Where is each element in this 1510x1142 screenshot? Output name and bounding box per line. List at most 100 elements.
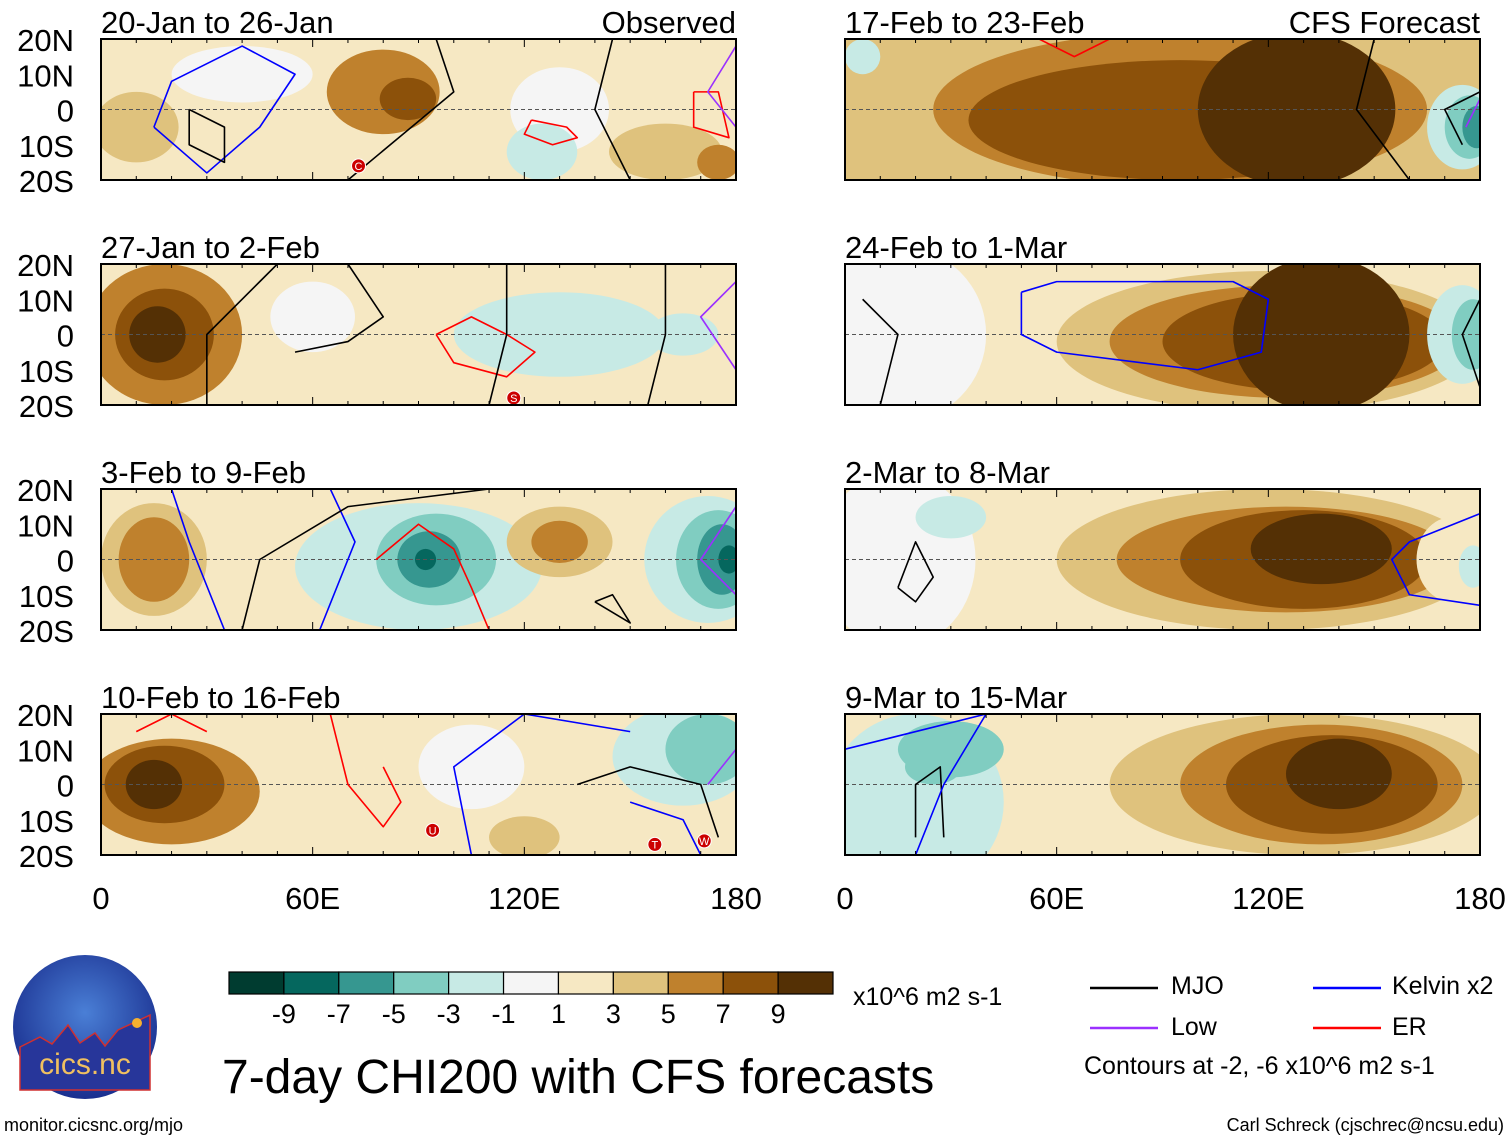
colorbar-swatch: [228, 971, 285, 995]
y-tick-label: 10S: [19, 804, 74, 839]
anomaly-fill-positive: [697, 144, 736, 180]
x-tick-label: 180: [1454, 881, 1506, 916]
anomaly-fill-positive: [418, 724, 525, 810]
colorbar-tick-label: 5: [661, 999, 676, 1029]
legend-low-label: Low: [1171, 1013, 1217, 1041]
mjo-contour: [1443, 91, 1480, 146]
mjo-contour: [188, 108, 226, 164]
anomaly-fill-positive: [379, 77, 437, 121]
er-contour: [135, 714, 208, 733]
kelvin-contour: [452, 714, 631, 855]
x-tick-label: 60E: [1029, 881, 1084, 916]
mjo-contour: [647, 264, 667, 405]
y-tick-label: 10N: [17, 508, 74, 543]
logo-sun: [132, 1018, 142, 1028]
mjo-contour: [576, 766, 720, 838]
legend-mjo-label: MJO: [1171, 972, 1224, 1000]
colorbar-swatch: [393, 971, 450, 995]
y-tick-label: 0: [57, 94, 74, 129]
er-contour: [1038, 39, 1110, 58]
panel-fields: [845, 714, 1480, 855]
kelvin-contour: [170, 489, 226, 630]
y-tick-label: 20S: [19, 389, 74, 424]
panel-fields: C: [101, 39, 736, 180]
logo-text: cics.nc: [39, 1048, 131, 1081]
storm-marker-label: W: [699, 836, 710, 848]
x-tick-label: 180: [710, 881, 762, 916]
anomaly-fill-negative: [1451, 299, 1480, 370]
mjo-contour: [1461, 298, 1480, 388]
mjo-contour: [1355, 39, 1411, 180]
colorbar-swatch: [338, 971, 395, 995]
kelvin-contour: [1020, 280, 1270, 371]
y-tick-label: 0: [57, 319, 74, 354]
y-tick-label: 20N: [17, 23, 74, 58]
er-contour: [692, 91, 730, 139]
anomaly-fill-positive: [609, 123, 722, 180]
panel-title: 17-Feb to 23-Feb: [845, 5, 1085, 40]
colorbar-tick-label: 3: [606, 999, 621, 1029]
colorbar-swatch: [612, 971, 669, 995]
low-contour: [707, 748, 736, 785]
colorbar-swatch: [283, 971, 340, 995]
low-contour: [706, 45, 736, 128]
er-contour: [375, 523, 490, 630]
legend-kelvin-label: Kelvin x2: [1392, 972, 1494, 1000]
storm-marker: [696, 833, 712, 849]
x-tick-label: 120E: [488, 881, 560, 916]
storm-marker: [647, 836, 663, 852]
panel-title: 27-Jan to 2-Feb: [101, 230, 320, 265]
anomaly-fill-negative: [904, 749, 962, 785]
anomaly-fill-negative: [1458, 545, 1480, 588]
y-tick-label: 20S: [19, 614, 74, 649]
panel-fields: [101, 489, 736, 630]
x-tick-label: 0: [92, 881, 109, 916]
panel-title: 9-Mar to 15-Mar: [845, 680, 1067, 715]
panel-fields: [845, 39, 1480, 180]
map-panel: 17-Feb to 23-Feb CFS Forecast: [844, 5, 1481, 181]
anomaly-fill-positive: [1250, 513, 1392, 585]
anomaly-fill-positive: [489, 816, 560, 855]
y-tick-label: 10N: [17, 58, 74, 93]
mjo-contour: [862, 298, 899, 405]
storm-marker-label: T: [651, 839, 658, 851]
anomaly-fill-positive: [171, 46, 313, 103]
kelvin-contour: [1391, 512, 1480, 607]
mjo-contour: [594, 593, 631, 624]
er-contour: [329, 714, 402, 828]
kelvin-contour: [153, 45, 296, 174]
map-panel: 2-Mar to 8-Mar: [844, 455, 1481, 631]
y-tick-label: 20S: [19, 839, 74, 874]
storm-marker-label: S: [510, 393, 517, 405]
storm-marker-label: U: [429, 825, 437, 837]
mjo-contour: [914, 766, 945, 838]
x-tick-label: 120E: [1232, 881, 1304, 916]
cicsnc-logo: cics.nc: [13, 955, 157, 1099]
colorbar-swatch: [557, 971, 614, 995]
panel-fields: [845, 264, 1480, 405]
colorbar-swatch: [777, 971, 834, 995]
y-tick-label: 10S: [19, 354, 74, 389]
panel-title: 10-Feb to 16-Feb: [101, 680, 341, 715]
anomaly-fill-positive: [1285, 738, 1392, 810]
colorbar-swatch: [502, 971, 560, 995]
er-contour: [435, 316, 536, 378]
y-tick-label: 20N: [17, 698, 74, 733]
contour-note: Contours at -2, -6 x10^6 m2 s-1: [1084, 1052, 1435, 1080]
low-contour: [699, 281, 736, 371]
map-panel: 24-Feb to 1-Mar: [844, 230, 1481, 406]
y-tick-label: 20N: [17, 248, 74, 283]
anomaly-fill-positive: [531, 520, 588, 564]
footer-url[interactable]: monitor.cicsnc.org/mjo: [4, 1115, 184, 1135]
anomaly-fill-negative: [697, 524, 736, 595]
kelvin-contour: [629, 801, 702, 855]
anomaly-fill-negative: [915, 496, 987, 539]
colorbar-tick-label: 1: [551, 999, 566, 1029]
anomaly-fill-positive: [270, 281, 355, 353]
y-tick-label: 0: [57, 769, 74, 804]
